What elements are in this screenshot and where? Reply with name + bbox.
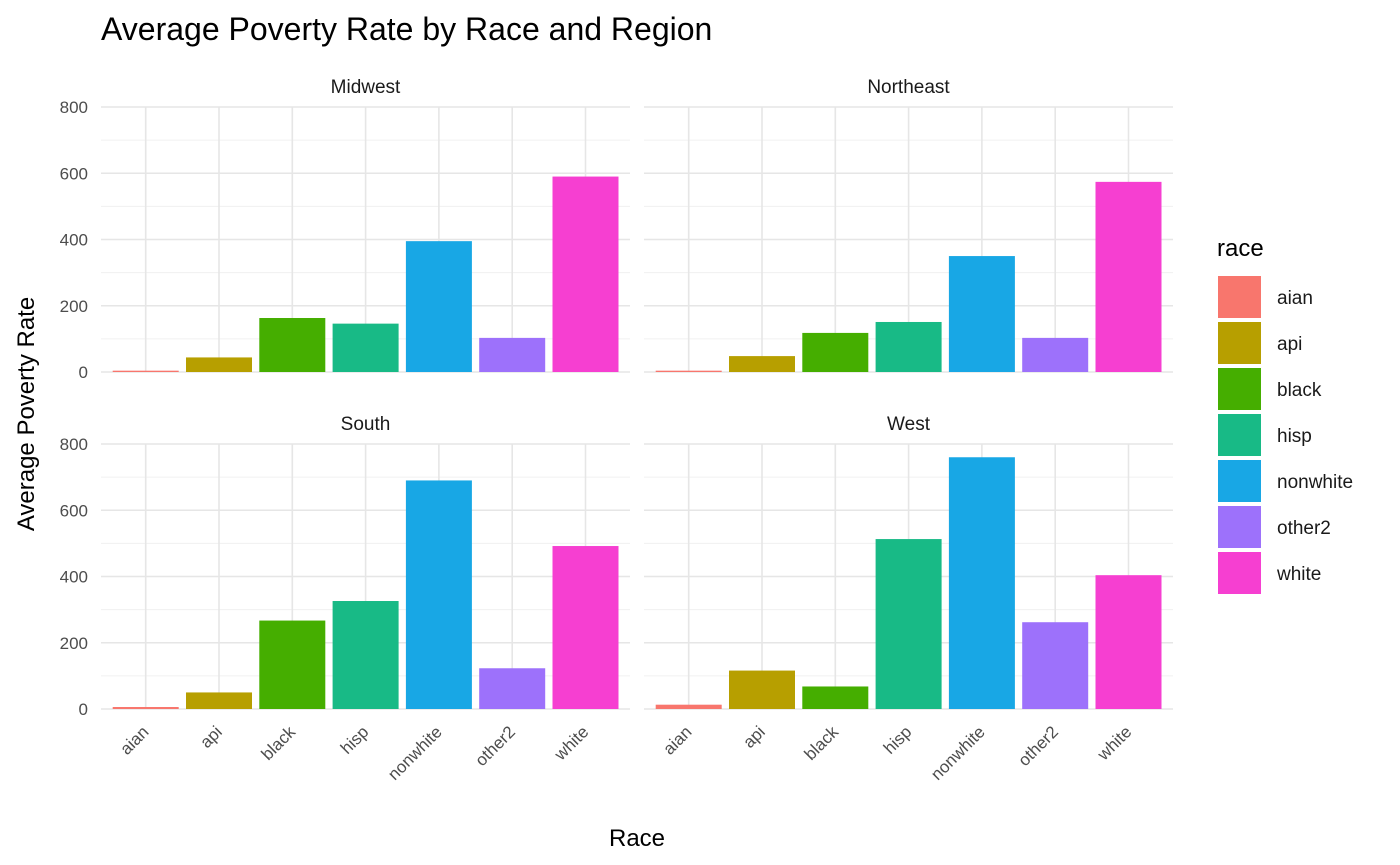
legend-key-other2 bbox=[1218, 506, 1261, 548]
y-tick-label: 600 bbox=[60, 164, 88, 183]
x-tick-label: other2 bbox=[1015, 722, 1063, 770]
x-tick-label: api bbox=[196, 722, 225, 751]
bar-api bbox=[186, 357, 252, 372]
facet-label: Northeast bbox=[867, 77, 950, 98]
facet-label: West bbox=[887, 414, 931, 435]
facet-panels: Midwest 0 200 400 600 800 Northeast South 0 200 40… bbox=[60, 77, 1173, 784]
legend-label: white bbox=[1276, 564, 1321, 585]
facet-label: Midwest bbox=[331, 77, 401, 98]
x-tick-label: black bbox=[258, 722, 300, 764]
facet-panel-midwest: Midwest 0 200 400 600 800 bbox=[60, 77, 630, 382]
x-axis-title: Race bbox=[609, 825, 665, 852]
bar-other2 bbox=[1022, 622, 1089, 709]
legend-label: hisp bbox=[1277, 426, 1312, 447]
y-tick-label: 200 bbox=[60, 634, 88, 653]
bar-other2 bbox=[479, 668, 546, 709]
bar-black bbox=[259, 620, 326, 709]
bar-black bbox=[802, 332, 869, 372]
bar-other2 bbox=[479, 337, 546, 372]
bar-nonwhite bbox=[405, 480, 472, 709]
y-axis-title: Average Poverty Rate bbox=[13, 297, 40, 531]
y-tick-label: 200 bbox=[60, 297, 88, 316]
legend-key-aian bbox=[1218, 276, 1261, 318]
legend-label: api bbox=[1277, 334, 1302, 355]
legend-label: nonwhite bbox=[1277, 472, 1353, 493]
facet-label: South bbox=[341, 414, 391, 435]
bar-white bbox=[552, 546, 619, 709]
x-tick-label: hisp bbox=[337, 722, 372, 757]
legend-key-hisp bbox=[1218, 414, 1261, 456]
legend: race aian api black hisp nonwhite other2 white bbox=[1217, 235, 1353, 594]
facet-panel-south: South 0 200 400 600 800 aian api black hisp nonwhi… bbox=[60, 414, 630, 784]
facet-panel-west: West aian api black hisp nonwhite other2 white bbox=[644, 414, 1173, 784]
facet-panel-northeast: Northeast bbox=[644, 77, 1173, 373]
bar-hisp bbox=[332, 601, 399, 709]
legend-title: race bbox=[1217, 235, 1264, 262]
bar-nonwhite bbox=[948, 256, 1015, 372]
x-tick-label: aian bbox=[116, 722, 152, 758]
x-tick-label: nonwhite bbox=[927, 722, 989, 784]
bar-aian bbox=[655, 370, 722, 372]
bar-aian bbox=[655, 704, 722, 709]
bar-nonwhite bbox=[405, 241, 472, 372]
legend-label: other2 bbox=[1277, 518, 1331, 539]
x-tick-label: aian bbox=[659, 722, 695, 758]
x-tick-label: api bbox=[739, 722, 768, 751]
bar-black bbox=[802, 686, 869, 709]
bar-hisp bbox=[332, 323, 399, 372]
legend-key-nonwhite bbox=[1218, 460, 1261, 502]
y-tick-label: 800 bbox=[60, 435, 88, 454]
bar-api bbox=[729, 670, 795, 709]
y-tick-label: 0 bbox=[79, 700, 88, 719]
x-tick-label: white bbox=[550, 722, 592, 764]
bar-hisp bbox=[875, 321, 942, 372]
y-tick-label: 600 bbox=[60, 501, 88, 520]
y-tick-label: 400 bbox=[60, 231, 88, 250]
bar-nonwhite bbox=[948, 457, 1015, 709]
bar-api bbox=[729, 356, 795, 372]
y-tick-label: 800 bbox=[60, 98, 88, 117]
bar-white bbox=[552, 176, 619, 372]
bar-other2 bbox=[1022, 337, 1089, 372]
bar-aian bbox=[112, 707, 179, 709]
legend-key-white bbox=[1218, 552, 1261, 594]
y-tick-label: 0 bbox=[79, 363, 88, 382]
x-tick-label: black bbox=[801, 722, 843, 764]
legend-key-black bbox=[1218, 368, 1261, 410]
bar-api bbox=[186, 692, 252, 709]
x-tick-label: hisp bbox=[880, 722, 915, 757]
bar-aian bbox=[112, 370, 179, 372]
x-tick-label: nonwhite bbox=[384, 722, 446, 784]
bar-white bbox=[1095, 575, 1162, 709]
legend-key-api bbox=[1218, 322, 1261, 364]
y-tick-label: 400 bbox=[60, 568, 88, 587]
x-tick-label: other2 bbox=[472, 722, 520, 770]
bar-white bbox=[1095, 181, 1162, 372]
legend-label: aian bbox=[1277, 288, 1313, 309]
legend-label: black bbox=[1277, 380, 1322, 401]
x-tick-label: white bbox=[1093, 722, 1135, 764]
bar-black bbox=[259, 318, 326, 372]
chart-title: Average Poverty Rate by Race and Region bbox=[101, 11, 712, 47]
bar-hisp bbox=[875, 539, 942, 709]
